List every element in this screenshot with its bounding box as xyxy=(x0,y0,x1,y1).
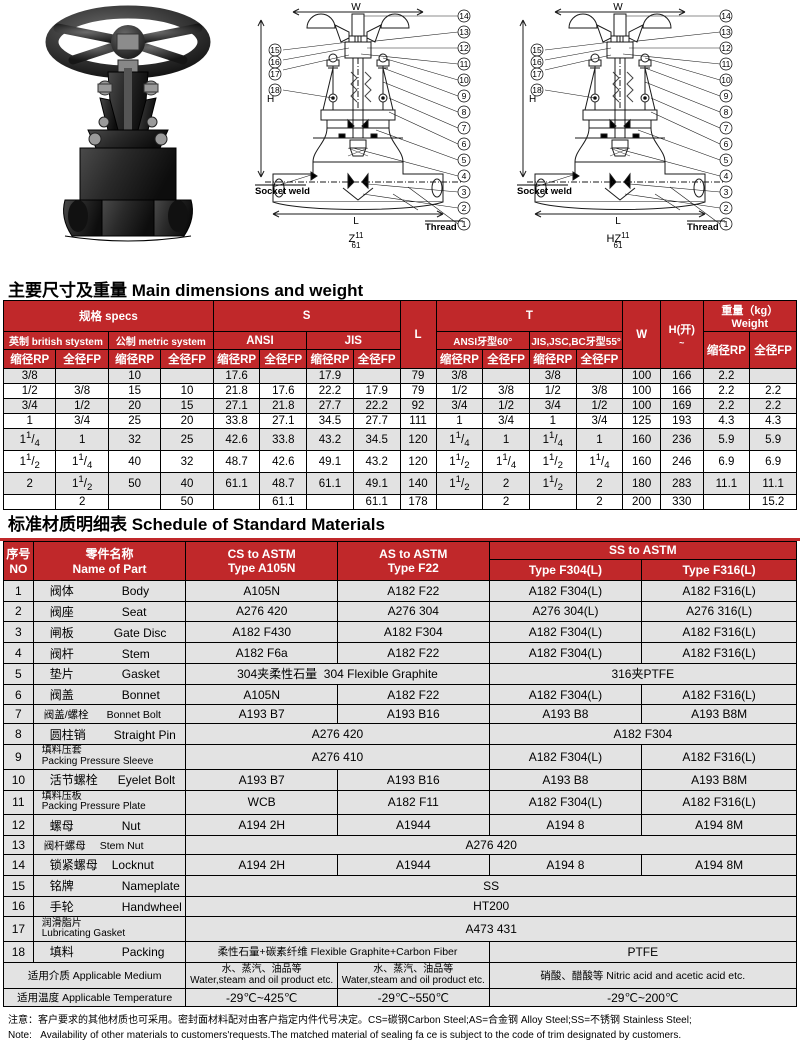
svg-text:Socket weld: Socket weld xyxy=(255,186,310,197)
svg-text:3: 3 xyxy=(462,187,467,197)
svg-text:6: 6 xyxy=(724,139,729,149)
svg-text:61: 61 xyxy=(352,241,361,250)
svg-text:Thread: Thread xyxy=(687,222,719,233)
svg-text:10: 10 xyxy=(721,75,731,85)
svg-text:Thread: Thread xyxy=(425,222,457,233)
svg-text:2: 2 xyxy=(462,203,467,213)
svg-text:3: 3 xyxy=(724,187,729,197)
svg-text:61: 61 xyxy=(614,241,623,250)
svg-text:10: 10 xyxy=(459,75,469,85)
svg-text:14: 14 xyxy=(721,11,731,21)
svg-text:W: W xyxy=(613,2,623,13)
svg-text:11: 11 xyxy=(460,59,469,69)
svg-text:17: 17 xyxy=(270,69,280,79)
svg-text:18: 18 xyxy=(532,85,542,95)
svg-text:16: 16 xyxy=(270,57,280,67)
svg-text:8: 8 xyxy=(724,107,729,117)
svg-text:9: 9 xyxy=(462,91,467,101)
svg-text:15: 15 xyxy=(270,45,280,55)
svg-text:5: 5 xyxy=(462,155,467,165)
svg-text:14: 14 xyxy=(459,11,469,21)
svg-text:18: 18 xyxy=(270,85,280,95)
svg-text:7: 7 xyxy=(724,123,729,133)
svg-text:15: 15 xyxy=(532,45,542,55)
svg-text:13: 13 xyxy=(459,27,469,37)
svg-text:Socket weld: Socket weld xyxy=(517,186,572,197)
svg-text:17: 17 xyxy=(532,69,542,79)
svg-text:W: W xyxy=(351,2,361,13)
svg-text:5: 5 xyxy=(724,155,729,165)
svg-text:12: 12 xyxy=(459,43,469,53)
svg-text:L: L xyxy=(353,216,359,227)
svg-text:4: 4 xyxy=(462,171,467,181)
svg-text:16: 16 xyxy=(532,57,542,67)
svg-text:9: 9 xyxy=(724,91,729,101)
svg-text:4: 4 xyxy=(724,171,729,181)
svg-text:12: 12 xyxy=(721,43,731,53)
svg-text:6: 6 xyxy=(462,139,467,149)
svg-text:11: 11 xyxy=(722,59,731,69)
svg-text:7: 7 xyxy=(462,123,467,133)
svg-text:L: L xyxy=(615,216,621,227)
svg-text:13: 13 xyxy=(721,27,731,37)
svg-text:8: 8 xyxy=(462,107,467,117)
svg-text:2: 2 xyxy=(724,203,729,213)
